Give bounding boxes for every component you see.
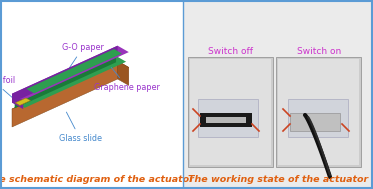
- Polygon shape: [12, 46, 117, 103]
- Bar: [188, 57, 273, 167]
- Text: Graphene paper: Graphene paper: [94, 67, 160, 92]
- Polygon shape: [12, 94, 23, 109]
- Polygon shape: [12, 46, 129, 100]
- Polygon shape: [15, 98, 31, 105]
- Polygon shape: [26, 49, 122, 93]
- Bar: [198, 99, 258, 137]
- Text: Glass slide: Glass slide: [59, 112, 101, 143]
- Text: The working state of the actuator: The working state of the actuator: [188, 176, 368, 184]
- Bar: [276, 57, 361, 167]
- Polygon shape: [15, 56, 116, 108]
- Polygon shape: [12, 61, 129, 115]
- Bar: [278, 59, 359, 165]
- Text: The schematic diagram of the actuator: The schematic diagram of the actuator: [0, 176, 194, 184]
- Text: G-O paper: G-O paper: [62, 43, 104, 72]
- Bar: [190, 59, 271, 165]
- Text: Switch off: Switch off: [207, 46, 253, 56]
- Bar: [290, 113, 340, 131]
- Bar: [183, 2, 371, 187]
- Polygon shape: [12, 61, 117, 127]
- Text: Copper foil: Copper foil: [0, 76, 15, 99]
- Bar: [288, 99, 348, 137]
- Bar: [200, 113, 252, 127]
- Polygon shape: [15, 56, 126, 108]
- Bar: [206, 117, 246, 123]
- Text: Switch on: Switch on: [297, 46, 341, 56]
- Polygon shape: [117, 61, 129, 85]
